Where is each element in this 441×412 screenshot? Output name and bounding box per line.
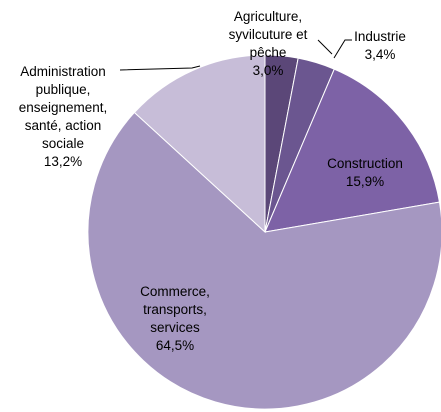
pie-slice: [133, 54, 266, 234]
slice-label: Agriculture, syvilcuture et pêche 3,0%: [213, 8, 323, 80]
slice-label: Industrie 3,4%: [345, 28, 415, 64]
category-label: Commerce, transports, services: [140, 284, 210, 335]
leader-line: [317, 39, 333, 55]
value-label: 13,2%: [43, 154, 83, 169]
pie-slice: [264, 68, 441, 233]
value-label: 64,5%: [155, 338, 195, 353]
category-label: Industrie: [354, 29, 406, 44]
leader-line: [119, 65, 201, 71]
pie-slice: [87, 111, 441, 410]
category-label: Agriculture, syvilcuture et pêche: [228, 9, 308, 60]
leader-line: [333, 39, 352, 59]
value-label: 3,4%: [364, 47, 396, 62]
slice-label: Administration publique, enseignement, s…: [2, 63, 124, 171]
value-label: 15,9%: [345, 174, 385, 189]
slice-label: Commerce, transports, services 64,5%: [125, 283, 225, 355]
slice-label: Construction 15,9%: [310, 155, 420, 191]
category-label: Administration publique, enseignement, s…: [18, 64, 108, 151]
category-label: Construction: [327, 156, 403, 171]
value-label: 3,0%: [252, 63, 284, 78]
